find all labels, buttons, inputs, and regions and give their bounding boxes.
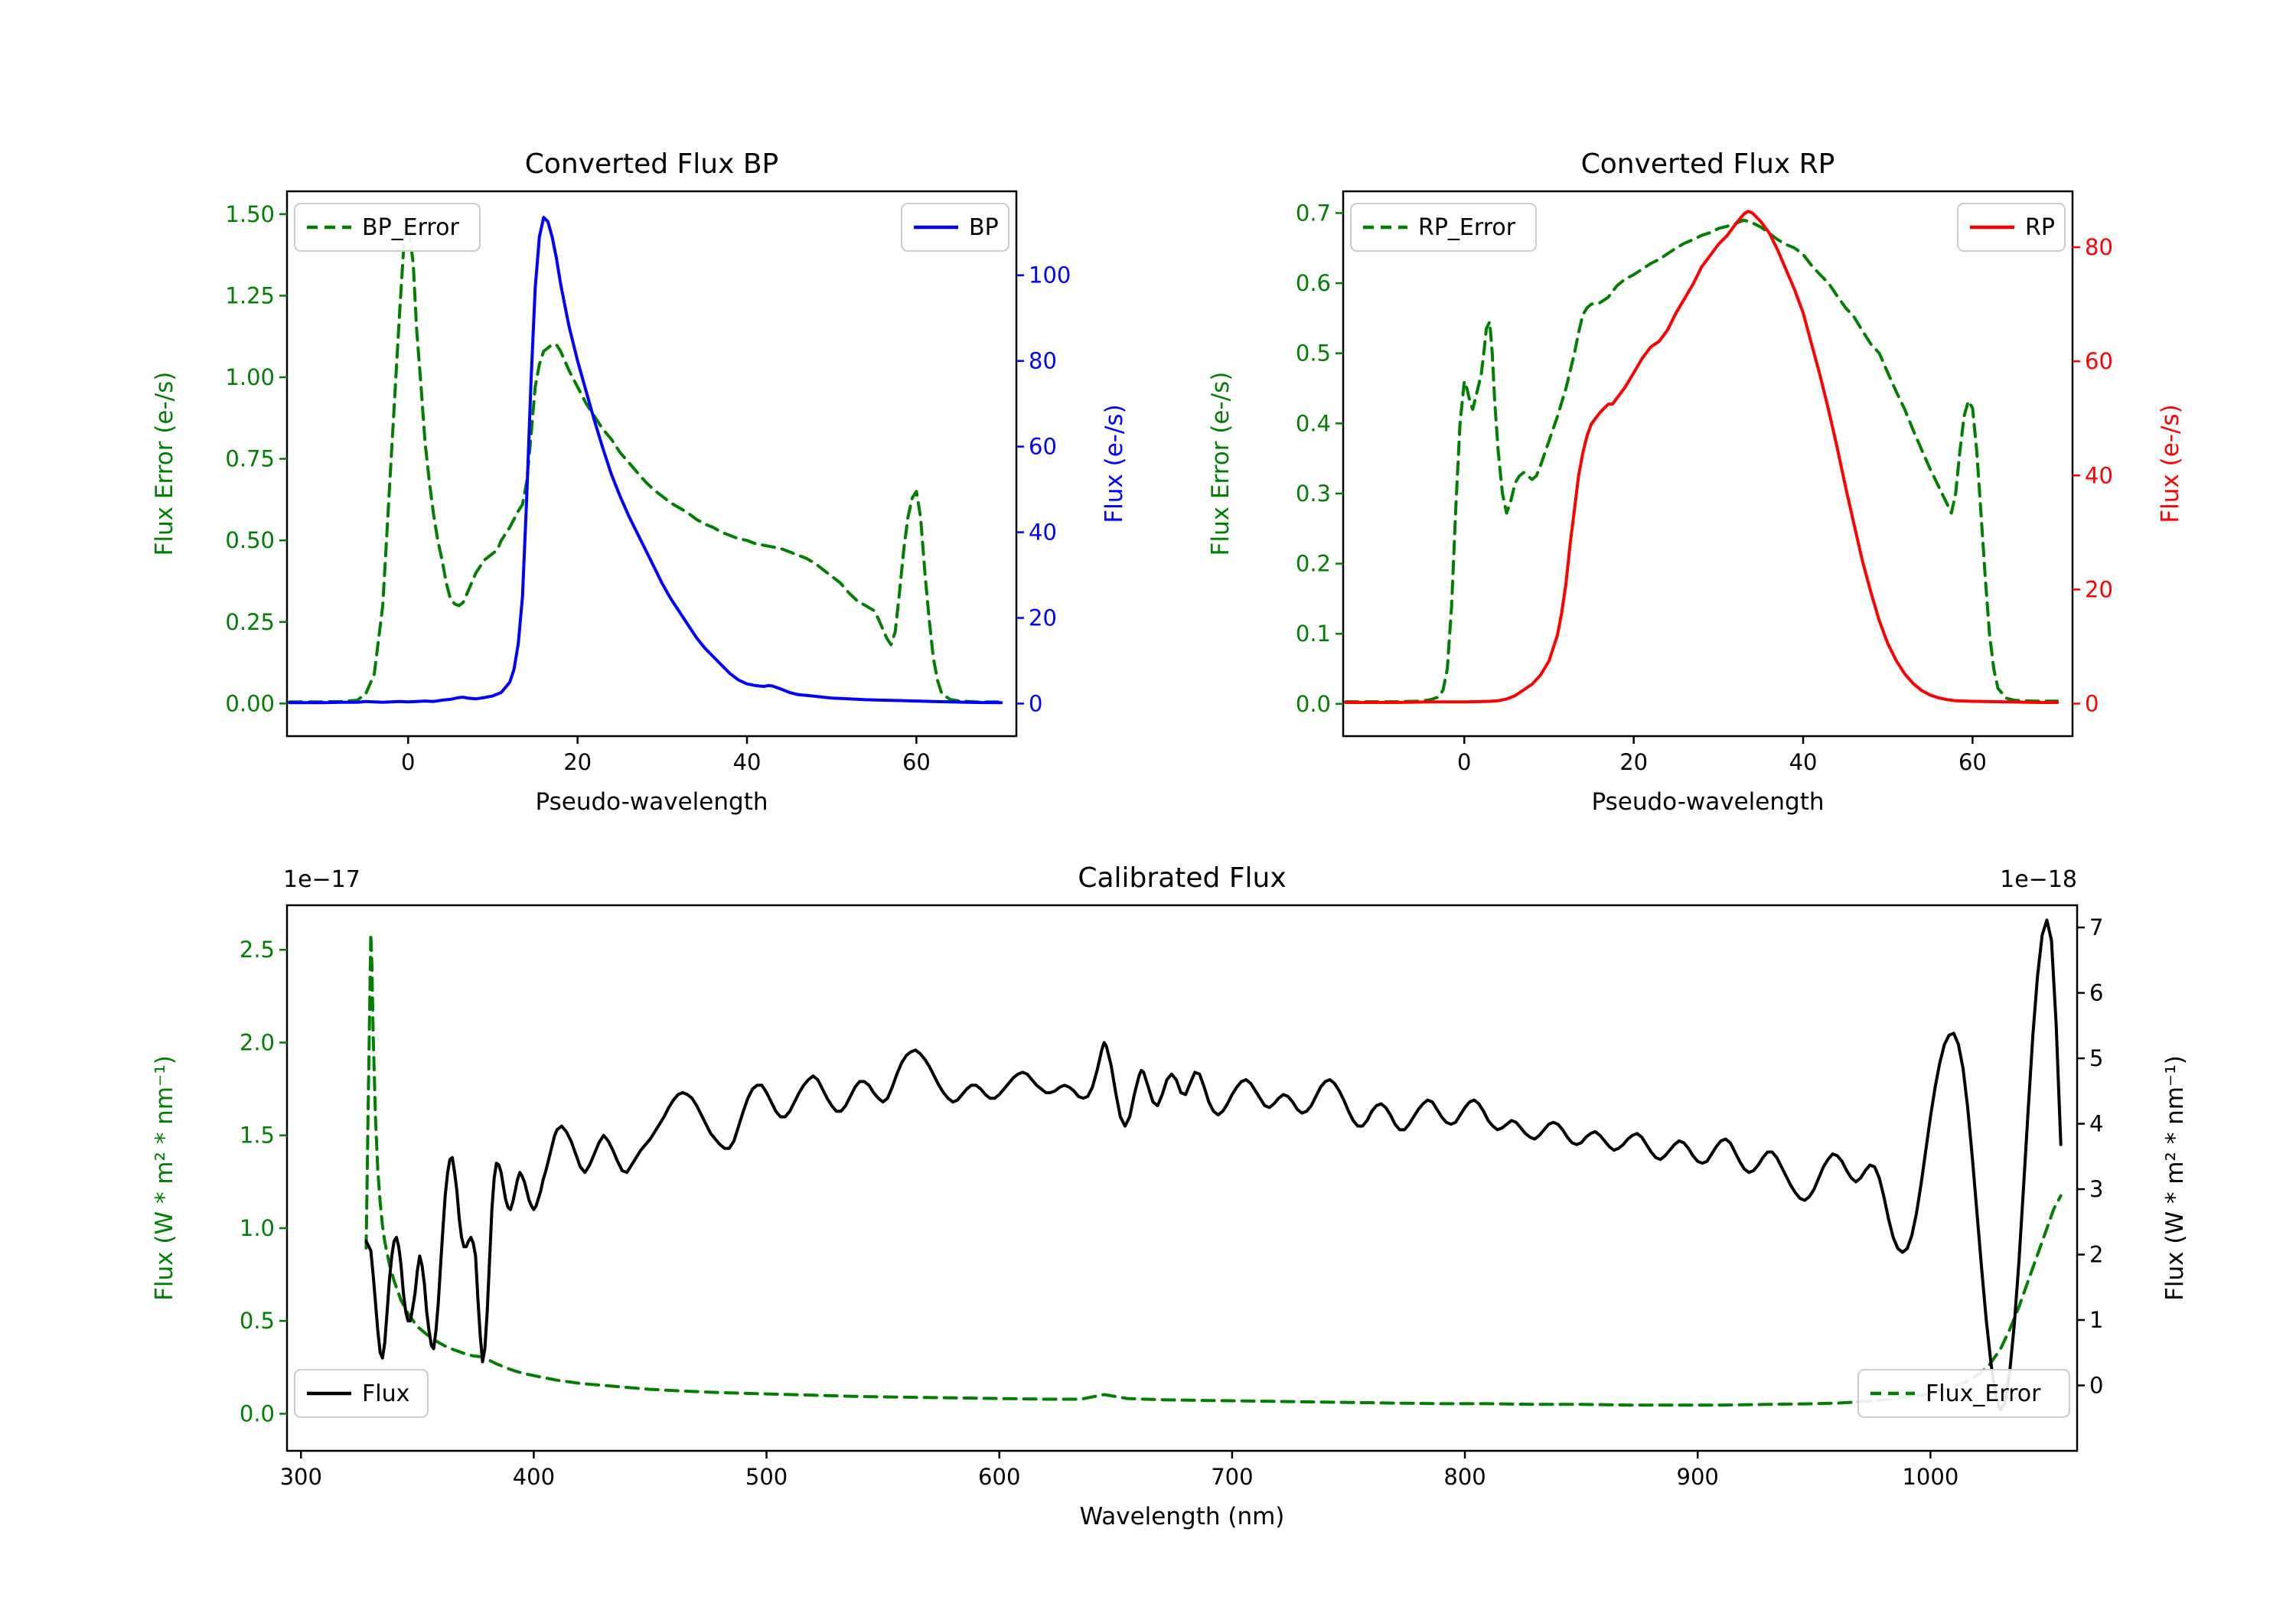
- bp-legend-bp-label: BP: [969, 214, 999, 241]
- rp-yleft-tick-label: 0.2: [1296, 551, 1331, 577]
- rp-x-tick-label: 40: [1789, 749, 1818, 775]
- bp-axes-spines: [285, 190, 1018, 738]
- rp-legend-rp_error-label: RP_Error: [1418, 214, 1516, 241]
- cal-yright-tick-label: 6: [2089, 980, 2103, 1006]
- rp-yleft-label: Flux Error (e-/s): [1207, 372, 1234, 556]
- bp-yleft-tick-label: 1.50: [225, 201, 275, 227]
- bp-yleft-tick-label: 0.50: [225, 527, 275, 553]
- cal-x-tick-label: 1000: [1902, 1464, 1958, 1490]
- cal-x-tick-label: 400: [513, 1464, 555, 1490]
- rp-series-rp_error-line: [1344, 218, 2060, 704]
- cal-title: Calibrated Flux: [1078, 862, 1286, 894]
- rp-yright-tick-label: 0: [2085, 691, 2099, 717]
- cal-legend-flux-label: Flux: [362, 1380, 409, 1407]
- bp-yright-tick-label: 100: [1029, 262, 1071, 288]
- cal-x-tick-label: 300: [280, 1464, 322, 1490]
- cal-yright-tick-label: 0: [2089, 1373, 2103, 1399]
- rp-axes-spines: [1342, 190, 2074, 738]
- bp-series-bp_error-line: [288, 222, 1003, 704]
- cal-yleft-tick-label: 1.5: [240, 1123, 275, 1149]
- cal-yright-tick-label: 5: [2089, 1045, 2103, 1071]
- cal-yleft-tick-label: 2.0: [240, 1029, 275, 1055]
- bp-yright-label: Flux (e-/s): [1101, 404, 1128, 523]
- rp-series-rp-line: [1344, 210, 2060, 704]
- rp-x-tick-label: 60: [1958, 749, 1987, 775]
- rp-yleft-tick-label: 0.1: [1296, 621, 1331, 647]
- cal-yleft-tick-label: 0.0: [240, 1400, 275, 1426]
- bp-x-tick-label: 0: [401, 749, 415, 775]
- cal-yleft-tick-label: 0.5: [240, 1308, 275, 1334]
- rp-yright-tick-label: 60: [2085, 348, 2113, 374]
- rp-x-tick-label: 0: [1457, 749, 1471, 775]
- rp-yleft-tick-label: 0.3: [1296, 481, 1331, 507]
- rp-yright-tick-label: 80: [2085, 234, 2113, 260]
- bp-yright-tick-label: 40: [1029, 520, 1057, 546]
- rp-yleft-tick-label: 0.4: [1296, 410, 1331, 436]
- cal-yright-tick-label: 1: [2089, 1307, 2103, 1333]
- cal-yleft-tick-label: 1.0: [240, 1215, 275, 1241]
- bp-legend-bp_error-box: [294, 203, 481, 252]
- cal-xlabel: Wavelength (nm): [1080, 1503, 1285, 1530]
- rp-yright-tick-label: 40: [2085, 462, 2113, 488]
- cal-yleft-tick-label: 2.5: [240, 937, 275, 963]
- cal-axes-spines: [285, 904, 2079, 1452]
- bp-x-tick-label: 20: [563, 749, 592, 775]
- cal-series-flux-line: [364, 918, 2063, 1412]
- rp-plot-area: [1344, 210, 2060, 704]
- bp-yleft-label: Flux Error (e-/s): [151, 372, 178, 556]
- cal-x-tick-label: 500: [745, 1464, 788, 1490]
- bp-yright-tick-label: 80: [1029, 348, 1057, 374]
- bp-x-tick-label: 40: [733, 749, 762, 775]
- rp-xlabel: Pseudo-wavelength: [1591, 788, 1824, 816]
- cal-yright-tick-label: 2: [2089, 1242, 2103, 1268]
- cal-yright-label: Flux (W * m² * nm⁻¹): [2161, 1055, 2189, 1301]
- cal-x-tick-label: 600: [978, 1464, 1020, 1490]
- bp-xlabel: Pseudo-wavelength: [535, 788, 768, 816]
- rp-yleft-tick-label: 0.5: [1296, 341, 1331, 367]
- rp-legend-rp_error-box: [1350, 203, 1537, 252]
- rp-yleft-tick-label: 0.7: [1296, 200, 1331, 226]
- cal-legend-flux_error-label: Flux_Error: [1926, 1380, 2041, 1407]
- cal-x-tick-label: 700: [1211, 1464, 1253, 1490]
- bp-yright-tick-label: 60: [1029, 434, 1057, 460]
- cal-x-tick-label: 800: [1443, 1464, 1486, 1490]
- cal-yright-tick-label: 4: [2089, 1111, 2103, 1137]
- rp-yleft-tick-label: 0.0: [1296, 691, 1331, 717]
- bp-legend-bp_error-label: BP_Error: [362, 214, 459, 241]
- cal-yright-tick-label: 7: [2089, 914, 2103, 940]
- bp-yleft-tick-label: 1.00: [225, 364, 275, 390]
- bp-yright-tick-label: 20: [1029, 605, 1057, 631]
- cal-yright-offset-text: 1e−18: [2000, 866, 2077, 893]
- rp-legend-rp-label: RP: [2025, 214, 2055, 241]
- rp-x-tick-label: 20: [1619, 749, 1648, 775]
- bp-yleft-tick-label: 0.75: [225, 446, 275, 472]
- bp-yright-tick-label: 0: [1029, 690, 1042, 716]
- cal-legend-flux-box: [294, 1369, 429, 1418]
- bp-plot-area: [288, 216, 1003, 705]
- rp-title: Converted Flux RP: [1581, 148, 1835, 180]
- bp-x-tick-label: 60: [902, 749, 931, 775]
- bp-yleft-tick-label: 0.00: [225, 690, 275, 716]
- cal-plot-area: [364, 918, 2063, 1412]
- cal-yright-tick-label: 3: [2089, 1176, 2103, 1202]
- bp-series-bp-line: [288, 216, 1003, 705]
- bp-title: Converted Flux BP: [525, 148, 778, 180]
- rp-yleft-tick-label: 0.6: [1296, 270, 1331, 296]
- bp-yleft-tick-label: 1.25: [225, 282, 275, 308]
- bp-yleft-tick-label: 0.25: [225, 609, 275, 635]
- cal-legend-flux_error-box: [1857, 1369, 2070, 1418]
- cal-x-tick-label: 900: [1677, 1464, 1719, 1490]
- rp-yright-label: Flux (e-/s): [2157, 404, 2184, 523]
- cal-yleft-offset-text: 1e−17: [283, 866, 360, 893]
- cal-series-flux_error-line: [364, 932, 2063, 1407]
- rp-yright-tick-label: 20: [2085, 576, 2113, 602]
- cal-yleft-label: Flux (W * m² * nm⁻¹): [151, 1055, 178, 1301]
